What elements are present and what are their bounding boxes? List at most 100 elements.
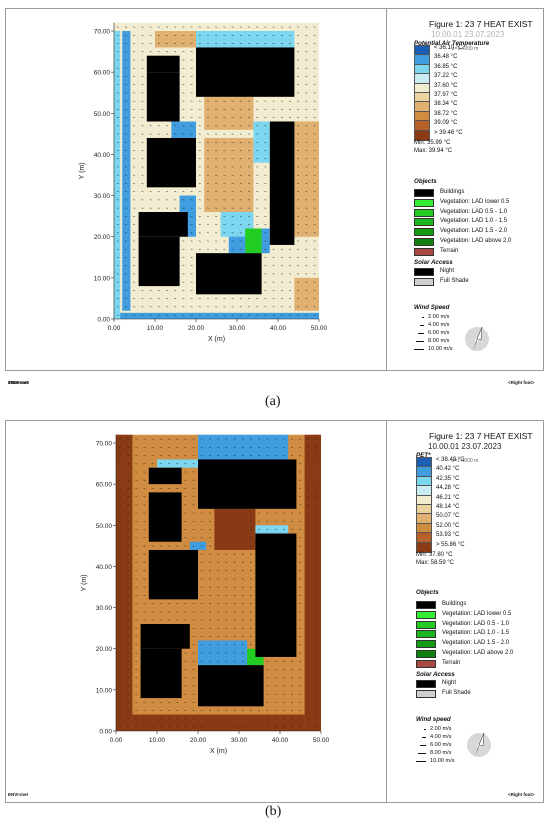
wind-scale-label: 4.00 m/s [428,322,450,328]
building [138,212,188,237]
building [196,47,295,97]
x-tick-label: 50.00 [311,325,328,332]
figure-title: Figure 1: 23 7 HEAT EXIST [429,19,533,29]
legend-swatch [414,189,434,197]
svg-text:N: N [475,338,479,344]
legend-label: Full Shade [440,278,469,284]
y-tick-label: 50.00 [96,523,113,530]
building [196,253,262,295]
building [140,624,190,649]
y-tick-label: 0.00 [97,317,110,324]
wind-scale-label: 2.00 m/s [428,314,450,320]
legend-label: Vegetation: LAD above 2.0 [442,650,514,656]
building [148,549,198,600]
solar-title: Solar Access [414,259,453,266]
wind-scale-arrow [422,737,426,738]
vegetation-patch [245,228,262,254]
legend-swatch [416,650,436,658]
solar-title: Solar Access [416,671,455,678]
y-axis-label: Y (m) [81,574,88,591]
legend-swatch [416,630,436,639]
wind-scale-arrow [424,729,426,730]
objects-title: Objects [414,178,437,185]
x-tick-label: 40.00 [270,325,287,332]
cool-region [196,31,295,48]
wind-scale-label: 8.00 m/s [428,338,450,344]
building [198,665,264,707]
colorbar-label: 42.35 °C [436,475,460,482]
y-tick-label: 40.00 [94,152,111,159]
legend-swatch [416,610,436,619]
legend-swatch [416,659,436,668]
legend-swatch [416,601,436,609]
y-tick-label: 20.00 [96,646,113,653]
colorbar-label: 38.72 °C [434,110,458,117]
colorbar-label: 37.60 °C [434,82,458,89]
building [255,533,297,657]
wind-scale-label: 6.00 m/s [430,742,452,748]
colorbar-label: 37.22 °C [434,73,458,80]
x-tick-label: 50.00 [313,737,330,744]
colorbar-label: 37.97 °C [434,92,458,98]
pet-map-b: 0.00 10.00 20.00 30.00 40.00 50.00 0.00 10.00 20… [81,434,330,755]
warm-region [204,137,254,213]
panel-divider [386,421,387,803]
y-tick-label: 60.00 [94,70,111,77]
wind-scale-label: 4.00 m/s [430,734,452,740]
building [146,137,196,188]
warm-region [304,434,321,731]
wind-title: Wind speed [416,716,451,723]
x-tick-label: 0.00 [108,325,121,332]
legend-label: Vegetation: LAD 0.5 - 1.0 [440,208,508,215]
legend-swatch [414,247,434,256]
legend-swatch [414,228,434,237]
legend-label: Terrain [440,247,459,254]
y-tick-label: 0.00 [99,729,112,736]
footer-right-b: <Right foot> [508,792,535,797]
legend-label: Terrain [442,659,461,666]
warm-region [204,96,254,130]
cool-region [122,31,131,311]
colorbar-label: 36.85 °C [434,63,458,70]
y-tick-label: 70.00 [96,441,113,448]
panel-divider [386,9,387,371]
warm-region [214,508,256,550]
warm-region [132,714,305,731]
footer-left: ENVI-met [9,380,30,385]
legend-label: Full Shade [442,690,471,696]
x-axis-label: X (m) [208,336,225,343]
legend-swatch [416,690,436,698]
wind-scale-arrow [420,325,424,326]
wind-scale-label: 6.00 m/s [428,330,450,336]
wind-scale-label: 10.00 m/s [430,758,455,764]
legend-label: Night [442,680,457,686]
y-tick-label: 60.00 [96,482,113,489]
cool-region [157,459,198,468]
warm-region [294,277,319,311]
building [140,648,182,699]
north-arrow-icon: N [465,326,489,351]
legend-label: Buildings [440,189,465,195]
wind-scale-arrow [422,317,424,318]
building [138,236,180,287]
wind-title: Wind Speed [414,304,450,311]
footer-left-a: ENVI-met [8,380,29,385]
x-tick-label: 10.00 [149,737,166,744]
legend-label: Vegetation: LAD 1.0 - 1.5 [442,630,510,637]
y-tick-label: 20.00 [94,234,111,241]
legend-swatch [414,198,434,207]
footer-right: <Right foot> [508,380,535,385]
wind-scale-label: 8.00 m/s [430,750,452,756]
colorbar-label: 50.07 °C [436,513,460,520]
objects-title: Objects [416,589,439,596]
legend-swatch [414,218,434,227]
y-tick-label: 10.00 [94,275,111,282]
x-tick-label: 0.00 [110,737,123,744]
figure-subtitle: 10.00.01 23.07.2023 [428,442,502,451]
legend-swatch [416,680,436,688]
legend-label: Vegetation: LAD lower 0.5 [442,610,512,617]
svg-text:N: N [477,744,481,750]
x-tick-label: 20.00 [188,325,205,332]
colorbar-label: < 38.49 °C [436,457,465,463]
building [148,467,182,485]
